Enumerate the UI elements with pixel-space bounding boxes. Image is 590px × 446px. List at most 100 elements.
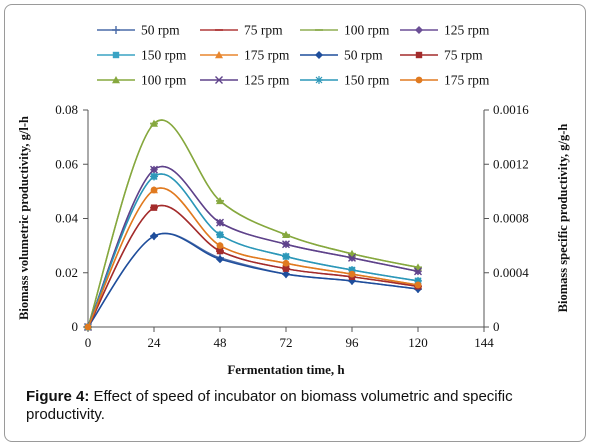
y-tick-label-left: 0.06 bbox=[55, 156, 78, 171]
y-tick-label-left: 0.04 bbox=[55, 211, 78, 226]
legend-label: 75 rpm bbox=[444, 48, 483, 63]
series-line bbox=[87, 165, 419, 328]
series-9 bbox=[84, 119, 422, 331]
data-point bbox=[150, 232, 158, 241]
y-tick-label-left: 0.08 bbox=[55, 102, 78, 117]
x-tick-label: 24 bbox=[148, 335, 162, 350]
x-tick-label: 144 bbox=[474, 335, 494, 350]
legend-label: 150 rpm bbox=[141, 48, 187, 63]
legend-swatch-marker bbox=[112, 76, 120, 84]
data-point bbox=[216, 218, 224, 227]
data-point bbox=[414, 276, 422, 285]
caption-text: Effect of speed of incubator on biomass … bbox=[26, 388, 513, 423]
legend-label: 175 rpm bbox=[444, 73, 490, 88]
legend-item: 125 rpm bbox=[200, 73, 290, 88]
series-line bbox=[87, 165, 419, 328]
legend-swatch-marker bbox=[415, 51, 423, 59]
series bbox=[84, 119, 422, 331]
legend-swatch-marker bbox=[415, 26, 423, 34]
data-point bbox=[414, 267, 422, 276]
series-1 bbox=[84, 232, 422, 331]
legend-label: 100 rpm bbox=[344, 23, 390, 38]
legend-item: 125 rpm bbox=[400, 23, 490, 38]
legend-label: 75 rpm bbox=[244, 23, 283, 38]
legend-swatch-marker bbox=[315, 76, 323, 84]
legend-item: 75 rpm bbox=[400, 48, 483, 63]
y-tick-label-right: 0.0004 bbox=[493, 265, 529, 280]
legend-label: 125 rpm bbox=[444, 23, 490, 38]
data-point bbox=[150, 165, 158, 174]
data-point bbox=[348, 270, 356, 278]
data-point bbox=[216, 242, 224, 250]
axes bbox=[87, 110, 485, 328]
legend-swatch-marker bbox=[112, 51, 120, 59]
series-7 bbox=[84, 232, 422, 331]
y-tick-label-right: 0.0008 bbox=[493, 211, 529, 226]
x-tick-label: 0 bbox=[85, 335, 92, 350]
series-line bbox=[87, 119, 419, 328]
data-point bbox=[282, 252, 290, 261]
legend-item: 175 rpm bbox=[200, 48, 290, 63]
legend-swatch-marker bbox=[215, 51, 223, 59]
legend-label: 150 rpm bbox=[344, 73, 390, 88]
data-point bbox=[348, 266, 356, 275]
data-point bbox=[216, 255, 224, 264]
legend-label: 50 rpm bbox=[344, 48, 383, 63]
series-3 bbox=[84, 119, 422, 328]
legend-label: 175 rpm bbox=[244, 48, 290, 63]
y-axis-label-right: Biomass specific productivity, g/g-h bbox=[556, 124, 570, 313]
data-point bbox=[216, 247, 224, 255]
y-tick-label-right: 0.0012 bbox=[493, 156, 529, 171]
y-tick-label-left: 0 bbox=[72, 319, 79, 334]
y-tick-label-left: 0.02 bbox=[55, 265, 78, 280]
data-point bbox=[216, 230, 224, 239]
legend-label: 50 rpm bbox=[141, 23, 180, 38]
data-point bbox=[84, 323, 92, 331]
legend-item: 150 rpm bbox=[97, 48, 187, 63]
data-point bbox=[282, 259, 290, 267]
x-tick-label: 72 bbox=[280, 335, 293, 350]
caption-label: Figure 4: bbox=[26, 388, 90, 405]
legend: 50 rpm 75 rpm 100 rpm 125 rpm 150 rpm 175 rpm… bbox=[97, 23, 490, 88]
figure-frame bbox=[4, 4, 586, 442]
legend-item: 75 rpm bbox=[200, 23, 283, 38]
legend-swatch-marker bbox=[112, 26, 120, 34]
x-axis-label: Fermentation time, h bbox=[227, 362, 345, 377]
series-line bbox=[87, 232, 419, 328]
legend-item: 50 rpm bbox=[97, 23, 180, 38]
data-point bbox=[150, 172, 158, 181]
data-point bbox=[414, 281, 422, 289]
ticks: 0 24 48 72 96 120 14400.020.040.060.0800.00040… bbox=[55, 102, 529, 350]
data-point bbox=[282, 270, 290, 279]
legend-swatch-marker bbox=[315, 51, 323, 59]
data-point bbox=[150, 186, 158, 194]
data-point bbox=[282, 240, 290, 249]
data-point bbox=[282, 230, 290, 238]
series-line bbox=[87, 232, 419, 328]
data-point bbox=[348, 253, 356, 262]
data-point bbox=[282, 265, 290, 272]
legend-item: 175 rpm bbox=[400, 73, 490, 88]
data-point bbox=[150, 119, 158, 127]
figure-caption: Figure 4: Effect of speed of incubator o… bbox=[26, 388, 571, 424]
legend-swatch-marker bbox=[215, 76, 223, 84]
series-11 bbox=[84, 172, 422, 331]
legend-item: 100 rpm bbox=[300, 23, 390, 38]
y-axis-label-left: Biomass volumetric productivity, g/l-h bbox=[17, 116, 31, 320]
legend-swatch-marker bbox=[415, 76, 423, 84]
legend-item: 50 rpm bbox=[300, 48, 383, 63]
legend-label: 125 rpm bbox=[244, 73, 290, 88]
legend-item: 150 rpm bbox=[300, 73, 390, 88]
x-tick-label: 120 bbox=[408, 335, 428, 350]
x-tick-label: 48 bbox=[214, 335, 227, 350]
y-tick-label-right: 0.0016 bbox=[493, 102, 529, 117]
x-tick-label: 96 bbox=[346, 335, 360, 350]
data-point bbox=[150, 204, 158, 211]
series-5 bbox=[84, 173, 422, 331]
data-point bbox=[216, 196, 224, 205]
legend-label: 100 rpm bbox=[141, 73, 187, 88]
series-line bbox=[87, 119, 419, 328]
legend-item: 100 rpm bbox=[97, 73, 187, 88]
series-12 bbox=[84, 186, 422, 331]
